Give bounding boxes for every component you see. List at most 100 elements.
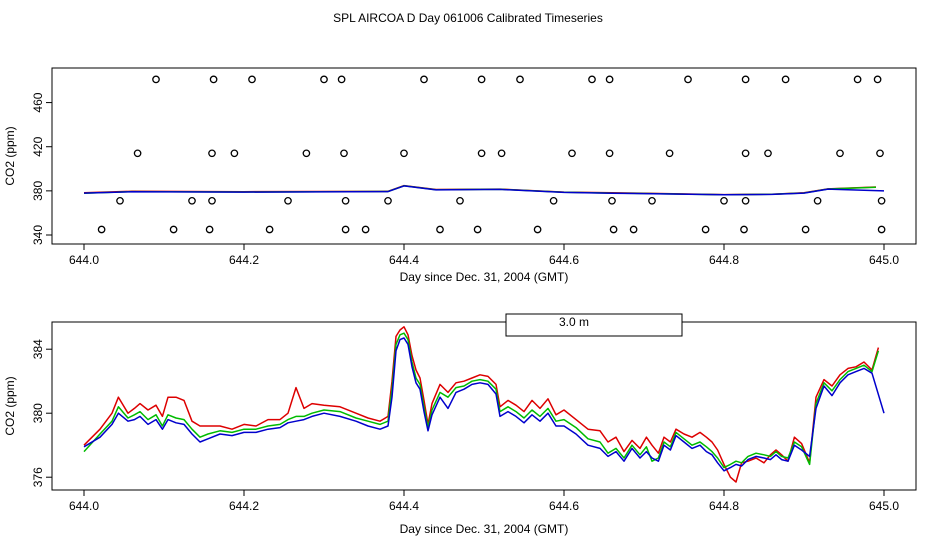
calibration-marker: [361, 225, 370, 234]
calibration-marker: [208, 196, 216, 205]
calibration-marker: [477, 149, 486, 158]
calibration-marker: [853, 75, 862, 84]
calibration-marker: [720, 196, 728, 205]
bottom-plot-frame: [51, 321, 917, 491]
calibration-marker: [877, 225, 886, 234]
calibration-marker: [648, 196, 656, 205]
calibration-marker: [400, 149, 408, 158]
calibration-marker: [248, 75, 256, 84]
calibration-marker: [265, 225, 274, 234]
y-tick-label: 376: [31, 467, 45, 487]
calibration-marker: [605, 75, 614, 84]
bottom-legend: 3.0 m: [505, 313, 683, 337]
x-tick-label: 644.4: [389, 499, 419, 513]
calibration-marker: [97, 225, 106, 234]
calibration-marker: [302, 149, 311, 158]
calibration-marker: [741, 75, 750, 84]
calibration-marker: [133, 149, 142, 158]
calibration-marker: [549, 196, 558, 205]
calibration-marker: [836, 149, 844, 158]
calibration-marker: [741, 196, 750, 205]
calibration-marker: [341, 196, 350, 205]
calibration-marker: [169, 225, 178, 234]
x-tick-label: 644.6: [549, 253, 579, 267]
calibration-marker: [741, 149, 750, 158]
calibration-marker: [473, 225, 482, 234]
calibration-marker: [230, 149, 239, 158]
x-tick-label: 644.0: [69, 253, 99, 267]
calibration-marker: [497, 149, 506, 158]
y-tick-label: 460: [31, 92, 45, 112]
calibration-marker: [568, 149, 576, 158]
bottom-series-layer: [83, 326, 885, 483]
legend-box: [505, 313, 683, 337]
top-y-axis-title: CO2 (ppm): [3, 126, 17, 185]
top-series-layer: [83, 184, 885, 196]
y-tick-label: 380: [31, 181, 45, 201]
x-tick-label: 644.0: [69, 499, 99, 513]
y-tick-label: 384: [31, 339, 45, 359]
calibration-marker: [436, 225, 444, 234]
x-tick-label: 644.4: [389, 253, 419, 267]
calibration-marker: [477, 75, 486, 84]
calibration-marker: [205, 225, 214, 234]
bottom-axis-ticks: 644.0 644.2 644.4 644.6 644.8 645.0 376 380 384: [31, 339, 899, 513]
bottom-y-axis-title: CO2 (ppm): [3, 376, 17, 435]
top-x-axis-title: Day since Dec. 31, 2004 (GMT): [400, 270, 569, 284]
x-tick-label: 644.8: [709, 253, 739, 267]
calibration-marker: [533, 225, 542, 234]
x-tick-label: 645.0: [869, 253, 899, 267]
calibration-marker: [456, 196, 464, 205]
calibration-marker: [284, 196, 292, 205]
calibration-marker: [209, 75, 218, 84]
x-tick-label: 645.0: [869, 499, 899, 513]
calibration-marker: [116, 196, 124, 205]
y-tick-label: 420: [31, 136, 45, 156]
calibration-marker: [665, 149, 674, 158]
calibration-marker: [341, 225, 350, 234]
calibration-marker: [337, 75, 346, 84]
calibration-marker: [588, 75, 596, 84]
calibration-marker: [873, 75, 882, 84]
series-line-green: [83, 332, 880, 469]
calibration-marker: [764, 149, 772, 158]
calibration-marker: [188, 196, 196, 205]
calibration-marker: [813, 196, 822, 205]
x-tick-label: 644.2: [229, 499, 259, 513]
figure-title: SPL AIRCOA D Day 061006 Calibrated Times…: [333, 11, 603, 25]
calibration-marker: [516, 75, 524, 84]
x-tick-label: 644.2: [229, 253, 259, 267]
top-axis-ticks: 644.0 644.2 644.4 644.6 644.8 645.0 340 380 420 4…: [31, 92, 899, 267]
calibration-marker: [876, 149, 884, 158]
series-line-blue: [83, 337, 885, 472]
y-tick-label: 380: [31, 403, 45, 423]
calibration-marker: [152, 75, 160, 84]
y-tick-label: 340: [31, 225, 45, 245]
calibration-marker: [208, 149, 216, 158]
bottom-x-axis-title: Day since Dec. 31, 2004 (GMT): [400, 522, 569, 536]
x-tick-label: 644.6: [549, 499, 579, 513]
calibration-marker: [740, 225, 748, 234]
series-line-red: [83, 326, 880, 483]
calibration-marker: [384, 196, 392, 205]
calibration-marker: [320, 75, 328, 84]
calibration-marker: [684, 75, 692, 84]
calibration-marker: [605, 149, 614, 158]
calibration-marker: [340, 149, 348, 158]
top-plot-frame: [51, 67, 917, 245]
top-marker-layer: [97, 75, 886, 234]
calibration-marker: [420, 75, 428, 84]
calibration-marker: [701, 225, 710, 234]
calibration-marker: [801, 225, 810, 234]
bottom-chart: 644.0 644.2 644.4 644.6 644.8 645.0376380384 …: [3, 313, 917, 536]
calibration-marker: [608, 196, 616, 205]
series-line-blue: [83, 185, 885, 196]
calibration-marker: [629, 225, 638, 234]
calibration-marker: [781, 75, 790, 84]
top-chart: 644.0 644.2 644.4 644.6 644.8 645.0 340 380 420 4…: [3, 67, 917, 284]
calibration-marker: [609, 225, 618, 234]
legend-label: 3.0 m: [559, 315, 589, 329]
x-tick-label: 644.8: [709, 499, 739, 513]
calibration-marker: [877, 196, 886, 205]
